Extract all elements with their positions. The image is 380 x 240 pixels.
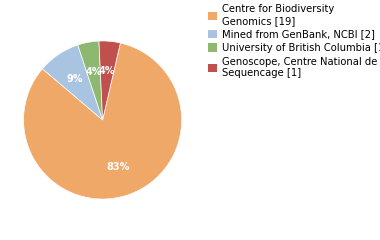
- Wedge shape: [24, 43, 182, 199]
- Text: 4%: 4%: [86, 67, 102, 77]
- Legend: Centre for Biodiversity
Genomics [19], Mined from GenBank, NCBI [2], University : Centre for Biodiversity Genomics [19], M…: [206, 2, 380, 80]
- Wedge shape: [99, 41, 120, 120]
- Text: 4%: 4%: [99, 66, 115, 76]
- Text: 9%: 9%: [67, 74, 84, 84]
- Wedge shape: [43, 45, 103, 120]
- Wedge shape: [78, 41, 103, 120]
- Text: 83%: 83%: [106, 162, 130, 172]
